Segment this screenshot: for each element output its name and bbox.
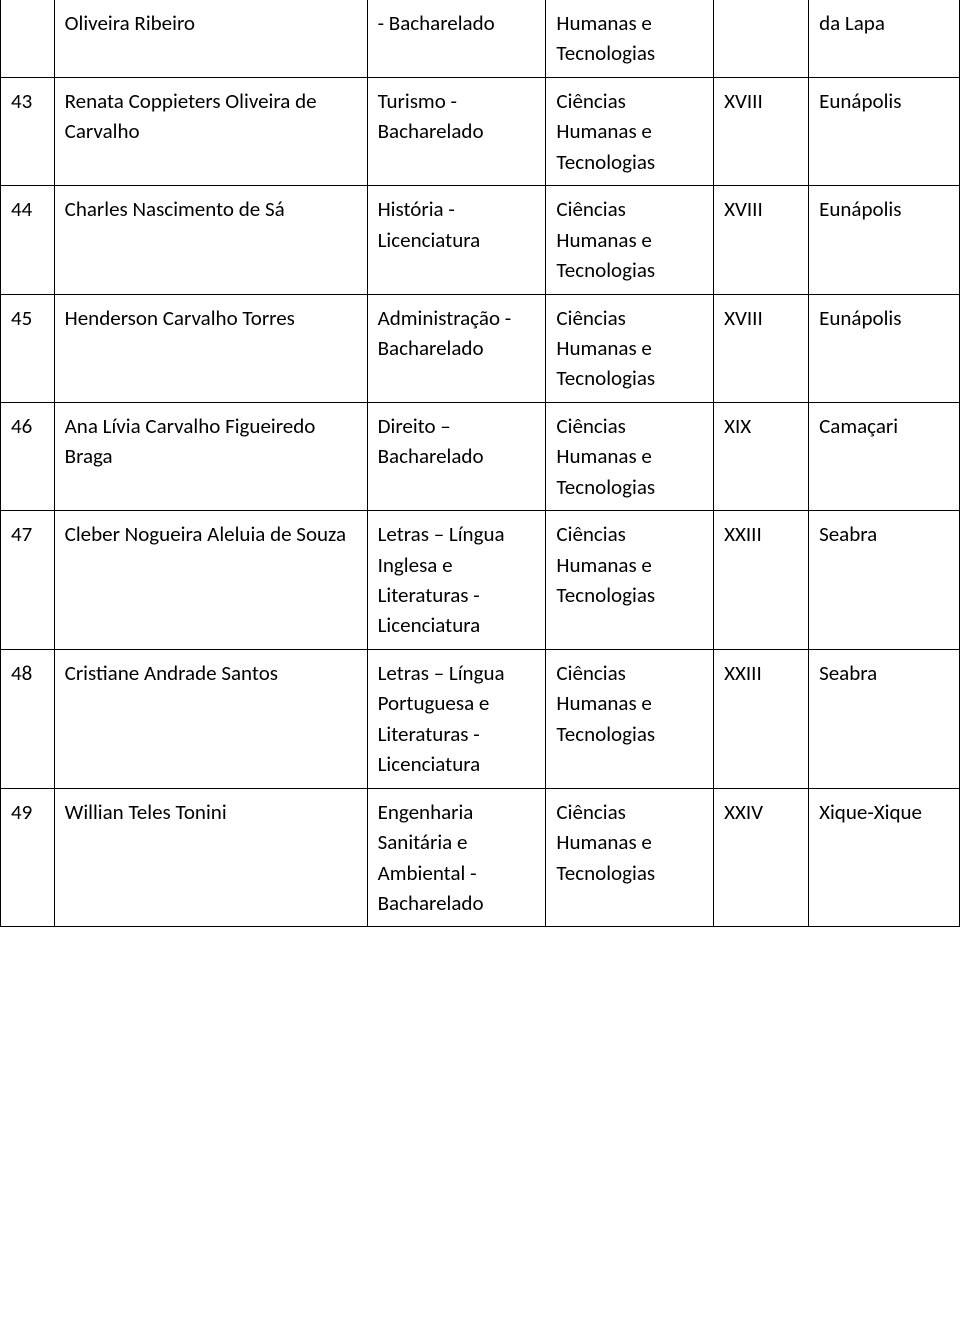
cell-roman: XVIII — [714, 77, 809, 185]
cell-city: Xique-Xique — [809, 788, 960, 927]
cell-course: Engenharia Sanitária e Ambiental - Bacha… — [367, 788, 546, 927]
table-row: 43Renata Coppieters Oliveira de Carvalho… — [1, 77, 960, 185]
cell-course: Letras – Língua Portuguesa e Literaturas… — [367, 649, 546, 788]
cell-course: - Bacharelado — [367, 0, 546, 77]
table-row: 47Cleber Nogueira Aleluia de SouzaLetras… — [1, 511, 960, 650]
cell-roman: XIX — [714, 402, 809, 510]
cell-num: 45 — [1, 294, 55, 402]
cell-num: 49 — [1, 788, 55, 927]
cell-name: Cleber Nogueira Aleluia de Souza — [54, 511, 367, 650]
cell-name: Renata Coppieters Oliveira de Carvalho — [54, 77, 367, 185]
cell-roman: XXIII — [714, 511, 809, 650]
cell-name: Henderson Carvalho Torres — [54, 294, 367, 402]
table-row: 45Henderson Carvalho TorresAdministração… — [1, 294, 960, 402]
cell-name: Cristiane Andrade Santos — [54, 649, 367, 788]
cell-area: Ciências Humanas e Tecnologias — [546, 511, 714, 650]
cell-area: Ciências Humanas e Tecnologias — [546, 294, 714, 402]
cell-area: Ciências Humanas e Tecnologias — [546, 788, 714, 927]
cell-area: Humanas e Tecnologias — [546, 0, 714, 77]
cell-area: Ciências Humanas e Tecnologias — [546, 649, 714, 788]
cell-roman: XXIII — [714, 649, 809, 788]
cell-city: Camaçari — [809, 402, 960, 510]
table-row: 49Willian Teles ToniniEngenharia Sanitár… — [1, 788, 960, 927]
table-row: 46Ana Lívia Carvalho Figueiredo BragaDir… — [1, 402, 960, 510]
cell-course: Turismo - Bacharelado — [367, 77, 546, 185]
cell-name: Charles Nascimento de Sá — [54, 186, 367, 294]
cell-roman: XXIV — [714, 788, 809, 927]
cell-roman — [714, 0, 809, 77]
cell-course: Letras – Língua Inglesa e Literaturas - … — [367, 511, 546, 650]
cell-num — [1, 0, 55, 77]
cell-course: Direito – Bacharelado — [367, 402, 546, 510]
cell-roman: XVIII — [714, 294, 809, 402]
cell-num: 43 — [1, 77, 55, 185]
cell-city: Eunápolis — [809, 186, 960, 294]
cell-course: História - Licenciatura — [367, 186, 546, 294]
cell-city: da Lapa — [809, 0, 960, 77]
cell-area: Ciências Humanas e Tecnologias — [546, 186, 714, 294]
cell-num: 44 — [1, 186, 55, 294]
cell-name: Ana Lívia Carvalho Figueiredo Braga — [54, 402, 367, 510]
cell-area: Ciências Humanas e Tecnologias — [546, 77, 714, 185]
cell-name: Willian Teles Tonini — [54, 788, 367, 927]
cell-num: 46 — [1, 402, 55, 510]
cell-city: Eunápolis — [809, 294, 960, 402]
table-row: 44Charles Nascimento de SáHistória - Lic… — [1, 186, 960, 294]
cell-num: 48 — [1, 649, 55, 788]
cell-city: Eunápolis — [809, 77, 960, 185]
cell-roman: XVIII — [714, 186, 809, 294]
cell-city: Seabra — [809, 511, 960, 650]
cell-area: Ciências Humanas e Tecnologias — [546, 402, 714, 510]
data-table: Oliveira Ribeiro- BachareladoHumanas e T… — [0, 0, 960, 927]
cell-course: Administração - Bacharelado — [367, 294, 546, 402]
cell-city: Seabra — [809, 649, 960, 788]
cell-name: Oliveira Ribeiro — [54, 0, 367, 77]
cell-num: 47 — [1, 511, 55, 650]
table-row: Oliveira Ribeiro- BachareladoHumanas e T… — [1, 0, 960, 77]
table-row: 48Cristiane Andrade SantosLetras – Língu… — [1, 649, 960, 788]
